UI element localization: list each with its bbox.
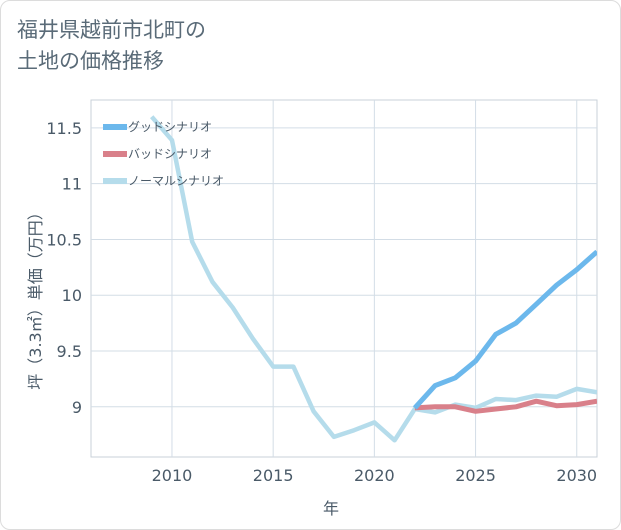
y-tick-label: 11.5	[46, 119, 82, 138]
chart-title: 福井県越前市北町の 土地の価格推移	[17, 15, 377, 77]
x-tick-label: 2030	[556, 466, 597, 485]
series-line-3	[149, 115, 597, 443]
x-tick-label: 2010	[152, 466, 193, 485]
y-tick-label: 10	[62, 286, 82, 305]
x-tick-label: 2020	[354, 466, 395, 485]
legend-label: グッドシナリオ	[128, 120, 212, 134]
x-tick-label: 2025	[455, 466, 496, 485]
y-tick-label: 9	[72, 398, 82, 417]
grid-lines	[91, 100, 597, 457]
axis-ticks: 2010 2015 2020 2025 2030 9 9.5 10 10.5 11 11.5	[46, 119, 597, 485]
series-line-1	[412, 249, 597, 410]
chart-title-line-1: 福井県越前市北町の	[17, 18, 206, 42]
y-tick-label: 9.5	[57, 342, 82, 361]
y-tick-label: 11	[62, 175, 82, 194]
x-axis-label: 年	[323, 499, 339, 518]
series-line-2	[414, 398, 597, 414]
y-tick-label: 10.5	[46, 230, 82, 249]
chart-title-line-2: 土地の価格推移	[17, 49, 164, 73]
legend-label: バッドシナリオ	[128, 147, 212, 161]
legend-label: ノーマルシナリオ	[128, 174, 224, 188]
series-lines	[149, 115, 597, 443]
y-axis-label: 坪（3.3㎡）単価（万円）	[26, 204, 45, 389]
x-tick-label: 2015	[253, 466, 294, 485]
